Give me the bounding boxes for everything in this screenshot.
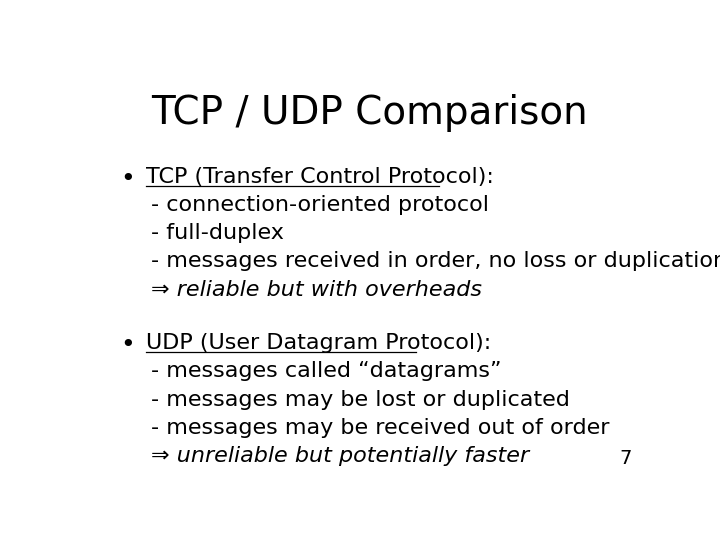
Text: UDP (User Datagram Protocol):: UDP (User Datagram Protocol):	[145, 333, 491, 353]
Text: - full-duplex: - full-duplex	[151, 223, 284, 243]
Text: - messages may be lost or duplicated: - messages may be lost or duplicated	[151, 389, 570, 409]
Text: - connection-oriented protocol: - connection-oriented protocol	[151, 195, 490, 215]
Text: 7: 7	[619, 449, 631, 468]
Text: ⇒ reliable but with overheads: ⇒ reliable but with overheads	[151, 280, 482, 300]
Text: - messages may be received out of order: - messages may be received out of order	[151, 418, 610, 438]
Text: TCP (Transfer Control Protocol):: TCP (Transfer Control Protocol):	[145, 167, 494, 187]
Text: - messages called “datagrams”: - messages called “datagrams”	[151, 361, 502, 381]
Text: TCP / UDP Comparison: TCP / UDP Comparison	[150, 94, 588, 132]
Text: •: •	[121, 333, 135, 357]
Text: ⇒ unreliable but potentially faster: ⇒ unreliable but potentially faster	[151, 446, 529, 466]
Text: - messages received in order, no loss or duplication: - messages received in order, no loss or…	[151, 252, 720, 272]
Text: •: •	[121, 167, 135, 191]
